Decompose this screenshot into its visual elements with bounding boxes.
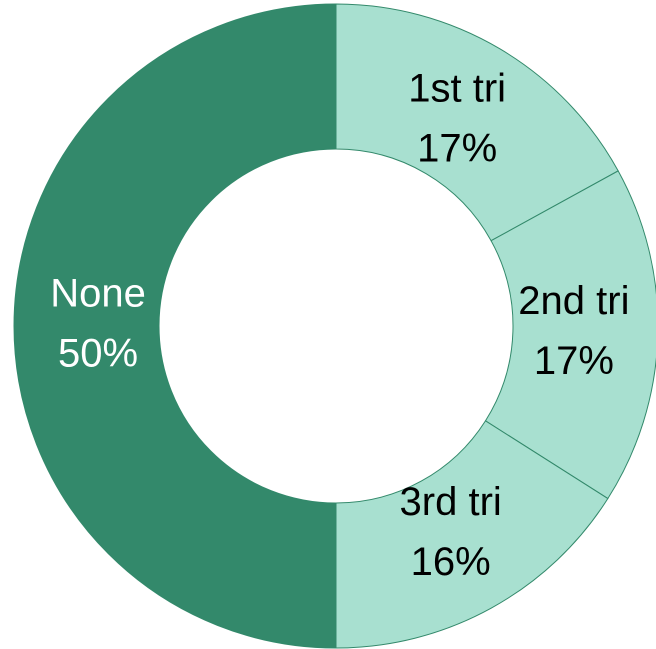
segment-value-label: 16% xyxy=(411,540,491,584)
segment-label: 2nd tri xyxy=(518,279,629,323)
donut-segment xyxy=(335,3,619,242)
segment-label: 1st tri xyxy=(408,67,506,111)
segment-value-label: 50% xyxy=(58,332,138,376)
donut-segment xyxy=(335,420,609,649)
segment-label: None xyxy=(50,272,146,316)
segment-value-label: 17% xyxy=(534,339,614,383)
segment-label: 3rd tri xyxy=(400,480,502,524)
donut-segment xyxy=(484,170,656,500)
donut-segment xyxy=(13,3,337,649)
segment-value-label: 17% xyxy=(417,127,497,171)
